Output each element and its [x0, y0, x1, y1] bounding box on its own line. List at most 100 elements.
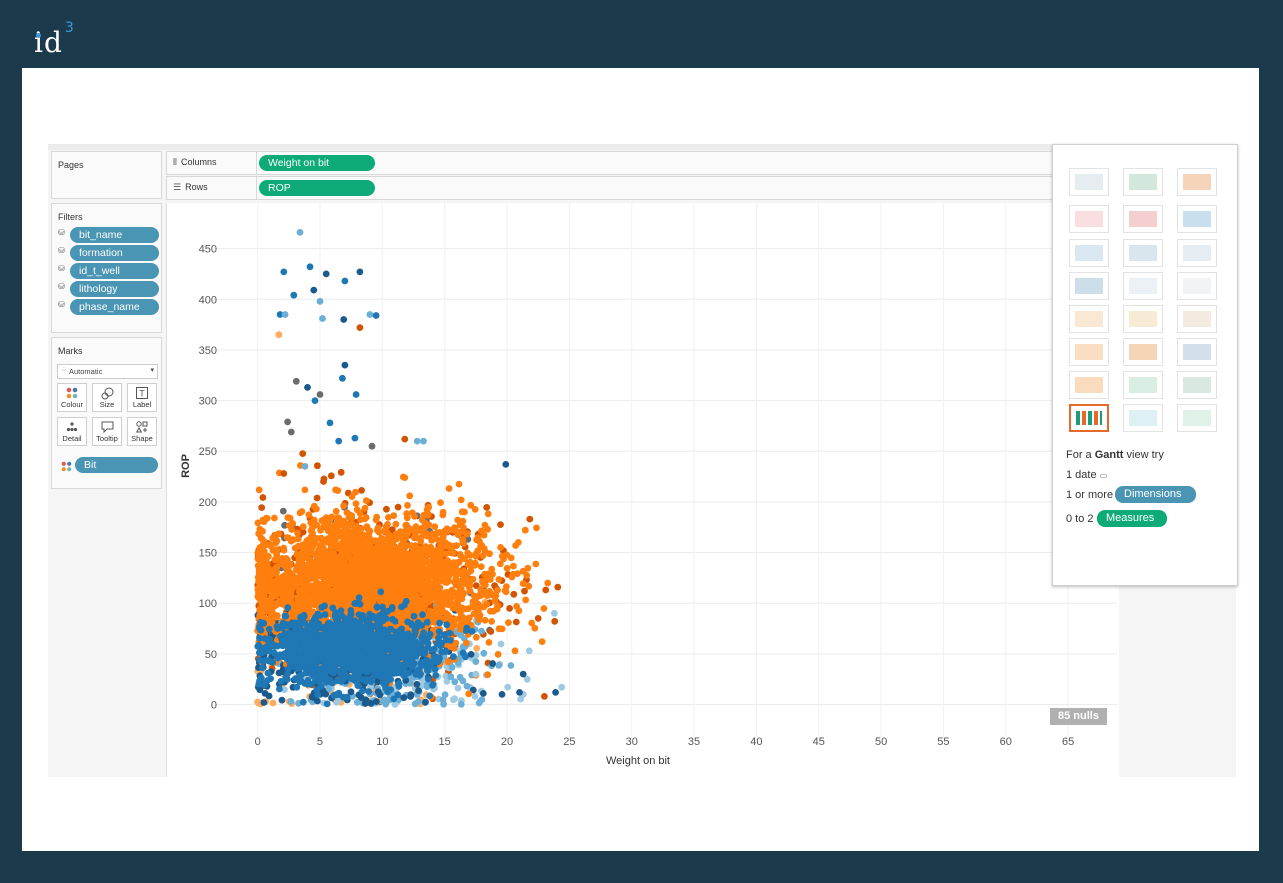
data-point — [339, 545, 346, 553]
colour-button[interactable]: Colour — [57, 383, 87, 412]
data-point — [411, 513, 418, 520]
data-point — [326, 523, 334, 530]
pages-card[interactable]: Pages — [51, 151, 162, 199]
data-point — [485, 639, 493, 646]
data-point — [267, 613, 275, 621]
data-point — [377, 588, 385, 596]
data-point — [419, 532, 427, 539]
data-point — [408, 663, 416, 671]
data-point — [402, 586, 410, 594]
tableau-workspace: Pages Filters ⛁ bit_name ⛁ formation ⛁ i… — [48, 144, 1238, 777]
data-point — [260, 572, 268, 580]
filter-pill-id-t-well[interactable]: id_t_well — [70, 263, 159, 279]
data-point — [269, 601, 276, 609]
data-point — [357, 516, 364, 523]
rows-shelf[interactable]: ☰ Rows ROP — [166, 176, 1055, 200]
data-point — [507, 662, 515, 669]
data-point — [271, 514, 278, 522]
data-point — [337, 468, 345, 476]
filter-pill-bit-name[interactable]: bit_name — [70, 227, 159, 243]
data-point — [272, 577, 280, 585]
filter-pill-formation[interactable]: formation — [70, 245, 159, 261]
data-point — [487, 628, 495, 635]
data-point — [450, 653, 457, 661]
data-point — [526, 515, 534, 523]
data-point — [451, 524, 458, 532]
data-point — [465, 605, 472, 613]
data-point — [471, 692, 479, 700]
data-point — [470, 610, 478, 618]
data-point — [505, 619, 512, 626]
data-point — [375, 566, 382, 574]
data-point — [494, 586, 501, 594]
data-point — [301, 576, 309, 584]
data-point — [375, 551, 383, 559]
filter-pill-phase-name[interactable]: phase_name — [70, 299, 159, 315]
data-point — [481, 521, 489, 529]
data-point — [333, 559, 340, 566]
shape-button[interactable]: Shape — [127, 417, 157, 446]
data-point — [472, 633, 480, 641]
filter-pill-lithology[interactable]: lithology — [70, 281, 159, 297]
data-point — [437, 499, 444, 506]
data-point — [450, 559, 458, 567]
data-point — [398, 529, 406, 536]
data-point — [381, 552, 389, 559]
scatter-plot-svg[interactable]: 0 5 10 15 20 25 30 35 40 45 50 55 60 65 0501001502002… — [167, 203, 1119, 777]
scatter-chart-area[interactable]: 0 5 10 15 20 25 30 35 40 45 50 55 60 65 0 50 100 150 200 2… — [166, 203, 1119, 777]
data-point — [380, 536, 388, 544]
data-point — [296, 678, 304, 686]
data-point — [477, 563, 485, 570]
data-point — [269, 699, 277, 707]
data-point — [387, 539, 395, 546]
data-point — [268, 619, 276, 627]
columns-shelf[interactable]: ⦀ Columns Weight on bit — [166, 151, 1055, 175]
logo-dot — [36, 33, 41, 38]
colour-pill-bit[interactable]: Bit — [75, 457, 158, 473]
data-point — [436, 529, 443, 536]
data-point — [423, 506, 431, 514]
data-point — [452, 581, 460, 589]
detail-button[interactable]: Detail — [57, 417, 87, 446]
data-point — [442, 600, 449, 608]
data-point — [421, 582, 429, 590]
columns-pill-weight-on-bit[interactable]: Weight on bit — [259, 155, 375, 171]
columns-icon: ⦀ — [173, 158, 177, 168]
data-point — [309, 550, 317, 558]
data-point — [258, 593, 266, 601]
data-point — [269, 659, 276, 666]
data-point — [392, 520, 400, 528]
data-point — [415, 687, 422, 694]
data-point — [472, 658, 480, 665]
data-point — [472, 550, 480, 557]
data-point — [361, 700, 369, 707]
label-button[interactable]: T Label — [127, 383, 157, 412]
data-point — [255, 486, 263, 494]
data-point — [525, 647, 533, 655]
data-point — [385, 514, 392, 521]
mark-type-dropdown[interactable]: ⁘ Automatic ▾ — [57, 364, 158, 379]
data-point — [352, 548, 360, 556]
data-point — [462, 653, 469, 661]
data-point — [405, 561, 413, 569]
rows-pill-rop[interactable]: ROP — [259, 180, 375, 196]
data-point — [299, 523, 307, 531]
data-point — [484, 510, 492, 518]
data-point — [333, 593, 340, 600]
data-point — [317, 534, 325, 542]
data-point — [400, 694, 408, 702]
data-point — [432, 565, 440, 573]
data-point — [276, 600, 284, 607]
filters-card[interactable]: Filters ⛁ bit_name ⛁ formation ⛁ id_t_we… — [51, 203, 162, 333]
data-point — [489, 660, 496, 667]
data-point — [479, 552, 487, 560]
data-point — [467, 501, 475, 509]
data-point — [328, 530, 335, 538]
data-point — [332, 541, 340, 549]
data-point — [429, 614, 437, 622]
size-button[interactable]: Size — [92, 383, 122, 412]
data-point — [381, 696, 389, 704]
data-point — [390, 512, 398, 519]
tooltip-button[interactable]: Tooltip — [92, 417, 122, 446]
data-point — [256, 624, 263, 632]
